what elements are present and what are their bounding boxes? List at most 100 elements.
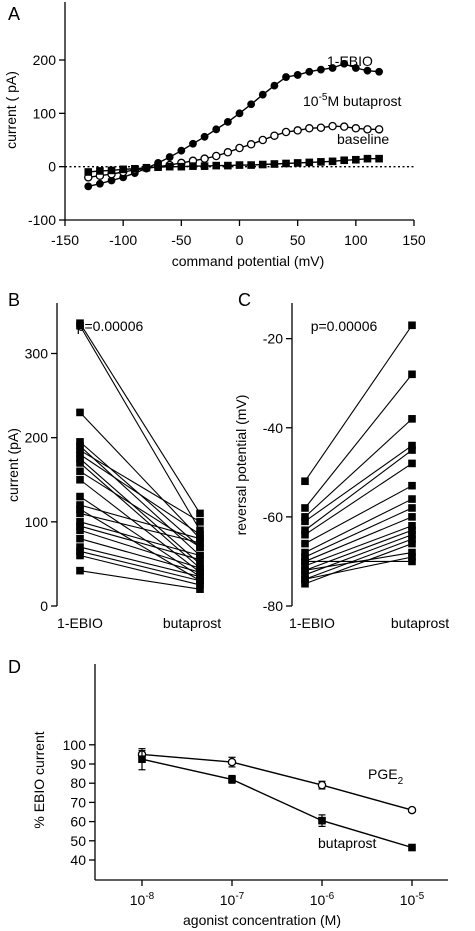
panel-b-data-point-1-ebio [76,543,84,551]
panel-a-data-point-baseline [212,161,221,170]
panel-a-data-point-baseline [247,161,255,169]
panel-d-y-axis-label: % EBIO current [31,731,47,828]
panel-a-data-point-baseline [235,161,244,169]
panel-a-data-point-baseline [305,158,314,167]
panel-d-data-point-butaprost [318,816,326,825]
panel-c-data-point-1-ebio [301,557,309,566]
panel-c-pair-line [304,449,413,531]
panel-b-y-tick-label: 0 [40,598,48,614]
panel-a-x-tick-label: 50 [290,232,306,248]
panel-a-data-point-butaprost [270,131,279,140]
panel-a-data-point-1-ebio [223,117,232,126]
panel-c-pair-line [304,507,413,558]
panel-a-data-point-1-ebio [351,64,360,72]
panel-b-pair-line [79,529,201,569]
panel-b-data-point-1-ebio [76,501,84,509]
panel-b: B p=0.00006 current (pA) 1-EBIO butapros… [5,290,221,631]
panel-b-data-point-butaprost [196,585,204,593]
panel-d-data-point-pge2 [227,757,237,767]
panel-a-data-point-1-ebio [200,132,209,141]
panel-c-data-point-butaprost [408,557,416,566]
panel-c-data-point-butaprost [408,441,416,450]
panel-b-y-tick-label: 200 [25,430,49,446]
panel-c-data-point-butaprost [408,521,416,530]
panel-b-pair-line [79,479,201,573]
panel-d-data-point-butaprost [408,843,416,852]
panel-b-data-point-1-ebio [76,321,84,330]
panel-b-pair-line [79,550,201,582]
panel-a-y-tick-label: 100 [33,105,57,121]
panel-b-data-point-1-ebio [76,450,84,459]
panel-d-y-tick-label: 40 [70,852,86,868]
panel-a-data-point-baseline [363,154,372,163]
panel-c-pair-line [304,516,413,562]
panel-c-data-point-1-ebio [301,579,309,588]
panel-a-data-point-butaprost [339,122,349,131]
panel-d-data-point-pge2 [407,805,417,815]
panel-a-data-point-baseline [328,157,337,166]
panel-a-x-tick-label: -150 [51,232,79,248]
panel-a-x-tick-label: -100 [109,232,137,248]
panel-a-data-point-baseline [107,166,116,175]
panel-a-data-point-baseline [317,158,325,166]
panel-c-pair-line [304,485,413,545]
panel-c-data-point-butaprost [408,446,416,454]
panel-a-data-point-1-ebio [317,65,325,74]
panel-a-data-point-1-ebio [375,67,383,76]
panel-d: D agonist concentration (M) % EBIO curre… [8,657,448,928]
panel-b-data-point-butaprost [196,534,204,543]
panel-c-data-point-1-ebio [301,553,309,561]
annotation-1-ebio: 1-EBIO [327,53,373,69]
panel-a-data-point-butaprost [258,135,268,145]
panel-c-label: C [238,290,251,310]
panel-a-data-point-baseline [84,168,93,176]
panel-b-data-point-1-ebio [76,547,84,556]
panel-a-y-axis-label: current ( pA) [3,71,19,149]
panel-b-pair-line [79,458,201,565]
panel-d-y-tick-label: 90 [70,756,86,772]
panel-b-data-point-butaprost [196,581,204,589]
panel-d-data-point-butaprost [138,755,146,763]
panel-c-pair-line [304,534,413,576]
panel-b-pair-line [79,512,201,544]
panel-c-data-point-butaprost [408,513,416,521]
panel-b-data-point-1-ebio [76,446,84,455]
panel-a-data-point-baseline [96,167,104,175]
panel-a-data-point-baseline [189,162,197,170]
panel-c-pair-line [304,543,413,585]
panel-c-data-point-1-ebio [301,526,309,535]
panel-b-category-1-ebio: 1-EBIO [57,615,103,631]
panel-b-data-point-1-ebio [76,408,84,417]
panel-b-data-point-butaprost [196,509,204,518]
panel-a-x-axis-label: command potential (mV) [172,253,325,269]
panel-c-pair-line [304,462,413,536]
panel-b-data-point-butaprost [196,576,204,585]
panel-c-data-point-butaprost [408,495,416,503]
panel-c-data-point-butaprost [408,553,416,561]
panel-c-pair-line [304,529,413,571]
panel-c-data-point-1-ebio [301,477,309,486]
panel-c-data-point-butaprost [408,530,416,539]
panel-a-data-point-baseline [131,165,139,173]
panel-b-data-point-1-ebio [76,475,84,484]
panel-b-pair-line [79,508,201,582]
panel-b-data-point-1-ebio [76,551,84,560]
panel-b-pair-line [79,521,201,557]
panel-a-data-point-baseline [119,165,127,174]
panel-b-data-point-butaprost [196,568,204,577]
panel-c-p-value: p=0.00006 [311,318,378,334]
annotation-butaprost: butaprost [318,835,376,851]
panel-b-data-point-1-ebio [76,505,84,514]
panel-b-data-point-butaprost [196,560,204,568]
panel-c-data-point-1-ebio [301,517,309,526]
panel-a-data-point-baseline [293,159,302,167]
panel-b-pair-line [79,546,201,578]
panel-c: C p=0.00006 reversal potential (mV) 1-EB… [233,290,449,631]
panel-b-pair-line [79,412,201,540]
panel-c-data-point-butaprost [408,548,416,557]
panel-b-data-point-1-ebio [76,526,84,535]
panel-c-pair-line [304,445,413,522]
panel-b-pair-line [79,554,201,586]
panel-a-data-point-baseline [375,154,383,163]
